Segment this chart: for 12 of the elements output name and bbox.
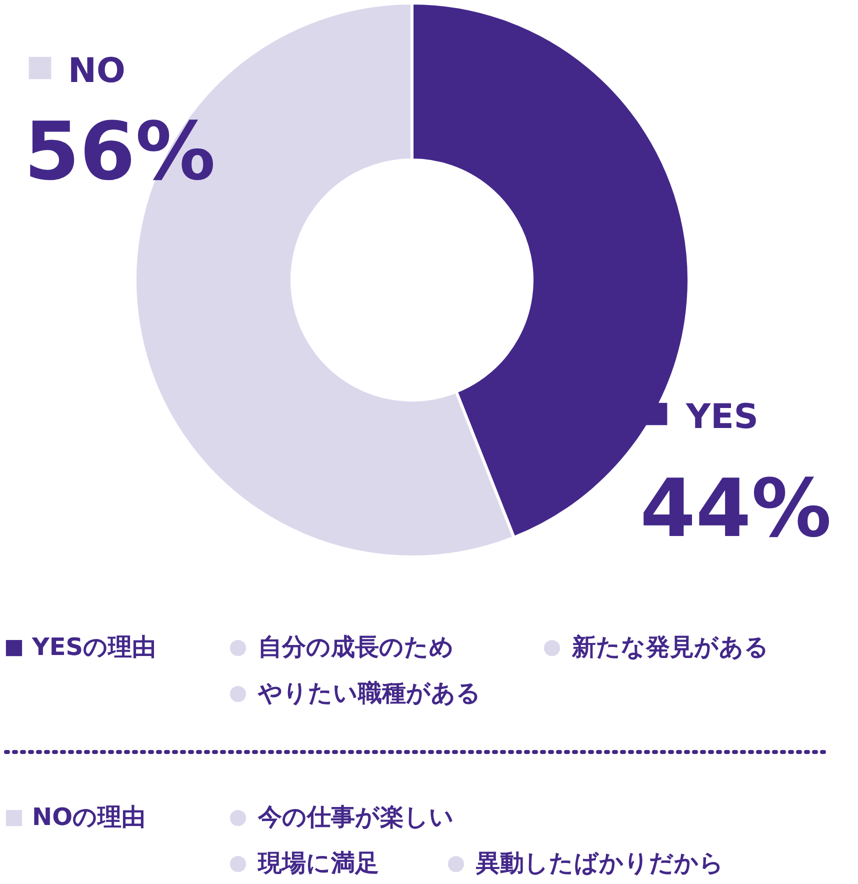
legend-label: YES bbox=[685, 397, 758, 437]
data-label: 44% bbox=[640, 462, 832, 555]
legend-label: NO bbox=[68, 51, 126, 91]
text: 今の仕事が楽しい bbox=[257, 803, 454, 831]
text: 異動したばかりだから bbox=[475, 849, 724, 877]
data-label: 56% bbox=[24, 105, 216, 198]
text: やりたい職種がある bbox=[257, 679, 481, 707]
text: 現場に満足 bbox=[257, 849, 379, 877]
text: YESの理由 bbox=[31, 633, 156, 661]
text: NOの理由 bbox=[32, 803, 146, 831]
text: 自分の成長のため bbox=[258, 633, 454, 661]
text: 新たな発見がある bbox=[571, 633, 769, 661]
